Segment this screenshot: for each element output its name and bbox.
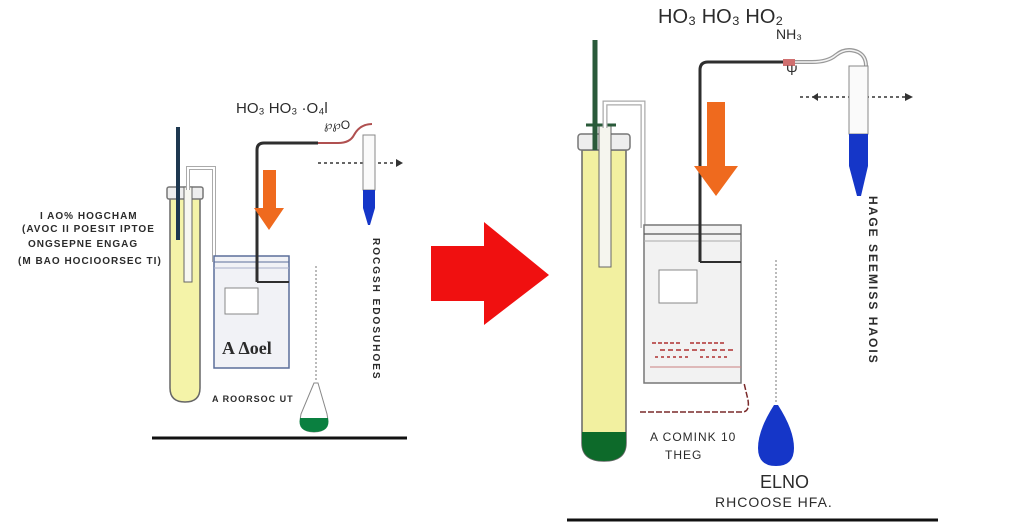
left-formula-sub: ℘℘O	[324, 118, 351, 132]
left-delivery-pipe	[255, 141, 318, 282]
transition-arrow	[431, 222, 549, 325]
right-flask-label-2: RHCOOSE HFA.	[715, 494, 833, 510]
left-beaker	[213, 255, 290, 369]
left-flask-label: A ROORSOC UT	[212, 394, 294, 404]
left-test-tube	[166, 127, 204, 403]
right-vertical-label: HAGE SEEMISS HAOIS	[866, 196, 880, 365]
left-orange-arrow	[254, 170, 284, 230]
right-valve-symbol: Ψ	[786, 62, 798, 78]
left-description-line-4: (M BAO HOCIOORSEC TI)	[18, 256, 162, 267]
right-beaker	[643, 224, 742, 384]
right-flask	[758, 405, 794, 466]
left-description-line-2: (AVOC II POESIT IPTOE	[22, 224, 155, 235]
right-beaker-caption-1: A COMINK 10	[650, 430, 737, 444]
left-formula: HO₃ HO₃ ·O₄l	[236, 100, 328, 117]
right-beaker-caption-2: THEG	[665, 448, 703, 462]
right-delivery-pipe	[698, 60, 790, 262]
left-description-line-3: ONGSEPNE ENGAG	[28, 239, 139, 250]
left-vertical-label: ROCGSH EDOSUHOES	[370, 238, 381, 381]
left-flask	[299, 382, 329, 433]
right-test-tube	[577, 40, 631, 462]
left-description-line-1: I AO% HOGCHAM	[40, 211, 138, 222]
right-beaker-wire	[640, 382, 750, 413]
right-flask-label-1: ELNO	[760, 472, 810, 492]
left-beaker-label: A Δoel	[222, 338, 272, 358]
right-burette	[848, 65, 869, 196]
right-formula-sub: NH₃	[776, 26, 802, 42]
right-formula: HO₃ HO₃ HO₂	[658, 6, 784, 28]
left-burette	[362, 134, 376, 225]
right-orange-arrow	[694, 102, 738, 196]
